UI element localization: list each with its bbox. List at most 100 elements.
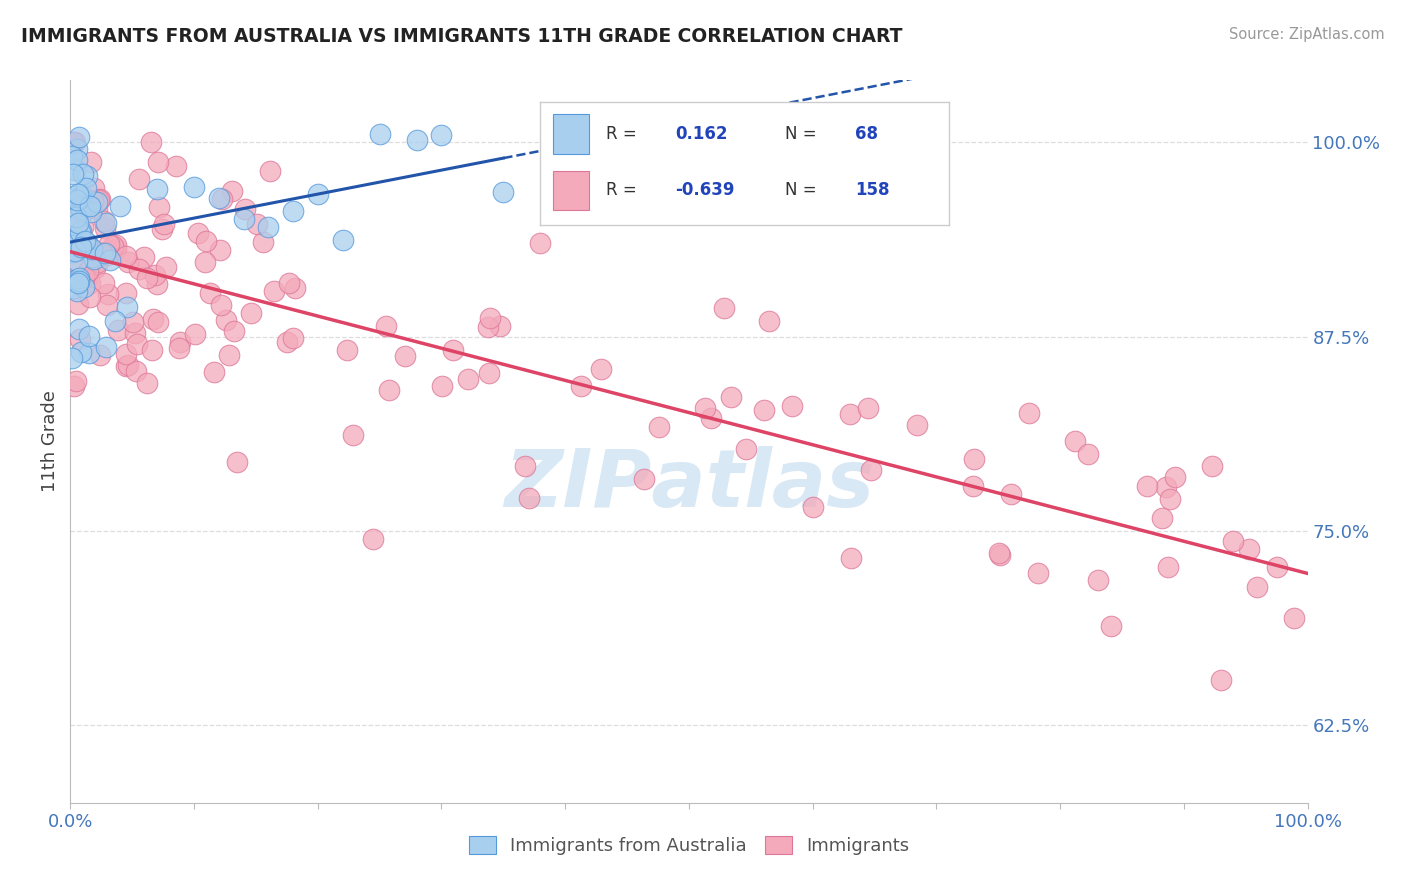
- Point: [94, 245, 117, 260]
- Point: [517, 491, 540, 505]
- Point: [148, 200, 170, 214]
- Point: [1154, 480, 1177, 494]
- Point: [165, 159, 187, 173]
- Point: [1163, 470, 1185, 484]
- Point: [963, 451, 986, 466]
- Point: [65, 374, 87, 388]
- Point: [69, 191, 91, 205]
- Point: [79, 239, 101, 253]
- Point: [145, 277, 167, 292]
- Point: [488, 319, 510, 334]
- Point: [60, 202, 83, 217]
- Point: [70, 202, 93, 217]
- Point: [128, 171, 150, 186]
- Point: [79, 277, 101, 291]
- Point: [107, 322, 129, 336]
- Point: [194, 255, 217, 269]
- Point: [67, 276, 90, 290]
- Text: ZIP​atlas: ZIP​atlas: [503, 446, 875, 524]
- Point: [141, 136, 163, 150]
- Point: [62, 136, 84, 150]
- Point: [67, 273, 90, 287]
- Point: [252, 235, 274, 250]
- Point: [105, 242, 128, 256]
- Point: [60, 136, 83, 151]
- Point: [221, 184, 243, 198]
- Point: [1246, 580, 1268, 594]
- Point: [276, 334, 298, 349]
- Point: [69, 189, 91, 203]
- Point: [63, 162, 86, 177]
- Point: [76, 169, 98, 184]
- Point: [76, 264, 98, 278]
- Point: [218, 349, 240, 363]
- Point: [60, 244, 83, 259]
- Point: [202, 365, 225, 379]
- Point: [368, 128, 391, 142]
- Point: [962, 479, 984, 493]
- Point: [83, 252, 105, 266]
- Point: [60, 212, 83, 227]
- Point: [117, 254, 139, 268]
- Point: [720, 390, 742, 404]
- Point: [183, 179, 205, 194]
- Point: [277, 276, 299, 290]
- Point: [222, 324, 245, 338]
- Point: [72, 235, 94, 249]
- Point: [82, 194, 104, 208]
- Point: [66, 254, 89, 268]
- Point: [115, 249, 138, 263]
- Point: [208, 191, 231, 205]
- Point: [135, 376, 157, 391]
- Point: [695, 401, 717, 415]
- Point: [752, 403, 775, 417]
- Point: [75, 181, 97, 195]
- Point: [905, 417, 928, 432]
- Point: [187, 226, 209, 240]
- Point: [155, 260, 177, 274]
- Point: [988, 548, 1011, 562]
- Point: [132, 250, 155, 264]
- Point: [69, 243, 91, 257]
- Point: [1087, 573, 1109, 587]
- Point: [98, 253, 121, 268]
- Point: [478, 311, 501, 326]
- Point: [342, 428, 364, 442]
- Point: [97, 236, 120, 251]
- Point: [76, 202, 98, 217]
- Point: [1222, 534, 1244, 549]
- Point: [79, 346, 101, 360]
- Point: [66, 142, 89, 156]
- Point: [1000, 487, 1022, 501]
- Point: [94, 220, 117, 235]
- Point: [96, 248, 118, 262]
- Point: [758, 314, 780, 328]
- Point: [336, 343, 359, 357]
- Point: [1150, 511, 1173, 525]
- Point: [84, 260, 107, 275]
- Point: [232, 212, 254, 227]
- Point: [184, 327, 207, 342]
- Point: [209, 298, 232, 312]
- Point: [104, 238, 127, 252]
- Point: [801, 500, 824, 514]
- Text: Source: ZipAtlas.com: Source: ZipAtlas.com: [1229, 27, 1385, 42]
- Point: [62, 237, 84, 252]
- Point: [67, 217, 90, 231]
- Point: [394, 349, 416, 363]
- Point: [67, 270, 90, 285]
- Point: [780, 400, 803, 414]
- Point: [79, 290, 101, 304]
- Point: [492, 185, 515, 199]
- Point: [89, 348, 111, 362]
- Point: [69, 224, 91, 238]
- Point: [700, 411, 723, 425]
- Point: [86, 194, 108, 209]
- Point: [63, 238, 86, 252]
- Point: [62, 149, 84, 163]
- Point: [125, 364, 148, 378]
- Point: [66, 153, 89, 167]
- Point: [148, 154, 170, 169]
- Point: [124, 326, 146, 340]
- Point: [67, 274, 90, 288]
